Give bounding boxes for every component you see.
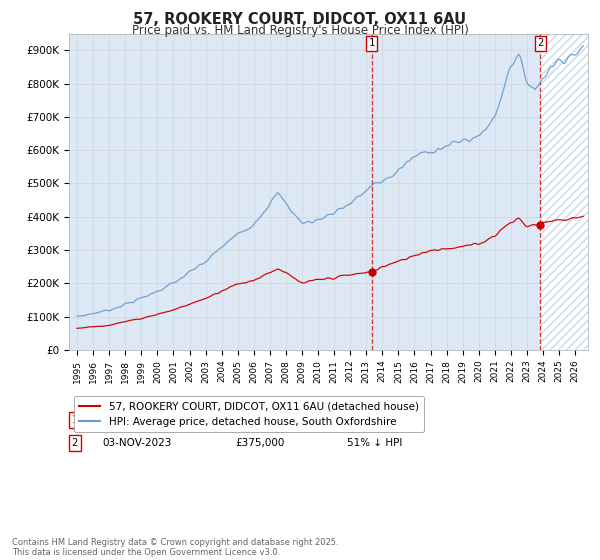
Text: 2: 2 [71,438,78,449]
Text: 2: 2 [537,38,544,48]
Text: Contains HM Land Registry data © Crown copyright and database right 2025.
This d: Contains HM Land Registry data © Crown c… [12,538,338,557]
Text: 03-MAY-2013: 03-MAY-2013 [103,414,170,424]
Text: 1: 1 [71,414,78,424]
Text: 51% ↓ HPI: 51% ↓ HPI [347,438,402,449]
Text: 03-NOV-2023: 03-NOV-2023 [103,438,172,449]
Text: £235,000: £235,000 [235,414,284,424]
Text: Price paid vs. HM Land Registry's House Price Index (HPI): Price paid vs. HM Land Registry's House … [131,24,469,37]
Text: 1: 1 [368,38,374,48]
Bar [540,34,588,350]
Legend: 57, ROOKERY COURT, DIDCOT, OX11 6AU (detached house), HPI: Average price, detach: 57, ROOKERY COURT, DIDCOT, OX11 6AU (det… [74,396,424,432]
Text: 52% ↓ HPI: 52% ↓ HPI [347,414,402,424]
Text: 57, ROOKERY COURT, DIDCOT, OX11 6AU: 57, ROOKERY COURT, DIDCOT, OX11 6AU [133,12,467,27]
Text: £375,000: £375,000 [235,438,284,449]
